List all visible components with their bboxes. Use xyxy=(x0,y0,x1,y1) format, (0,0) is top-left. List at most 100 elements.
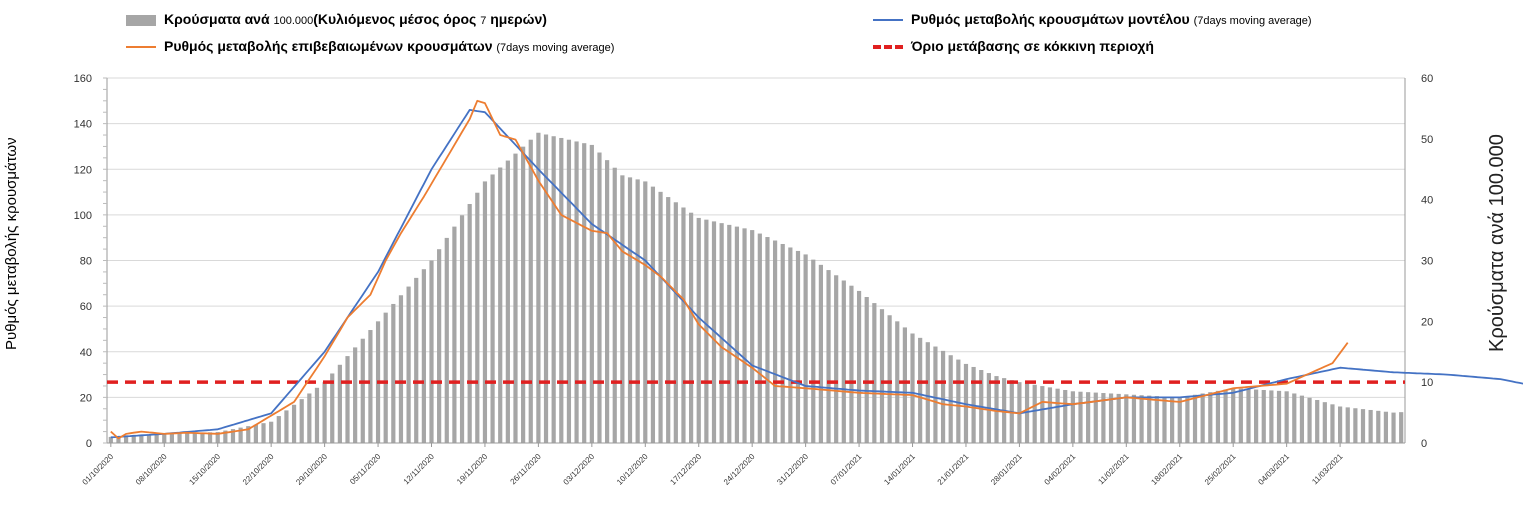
bar xyxy=(261,423,266,443)
bar xyxy=(757,233,762,443)
bar xyxy=(1024,383,1030,443)
x-tick-label: 28/01/2021 xyxy=(989,452,1024,487)
bar xyxy=(956,359,961,443)
bar xyxy=(146,434,152,443)
bar xyxy=(727,224,732,443)
legend-item-model: Ρυθμός μεταβολής κρουσμάτων μοντέλου (7d… xyxy=(873,11,1312,27)
bar xyxy=(291,404,297,443)
y-tick-left: 20 xyxy=(80,392,92,404)
bar xyxy=(1315,399,1320,443)
bar xyxy=(856,290,862,443)
y-tick-left: 160 xyxy=(74,73,92,85)
bar xyxy=(788,247,793,443)
bar xyxy=(1391,412,1396,443)
legend-label-confirmed: Ρυθμός μεταβολής επιβεβαιωμένων κρουσμάτ… xyxy=(164,38,493,54)
bar xyxy=(475,192,480,443)
y-tick-left: 40 xyxy=(80,347,92,359)
bar xyxy=(108,436,113,443)
bar xyxy=(253,424,258,443)
bar xyxy=(1086,392,1091,443)
y-tick-right: 20 xyxy=(1421,316,1433,328)
bar xyxy=(879,309,885,443)
x-tick-label: 17/12/2020 xyxy=(668,452,703,487)
bar xyxy=(528,139,533,443)
y-tick-right: 30 xyxy=(1421,256,1433,268)
bar xyxy=(620,175,625,444)
bar xyxy=(750,230,755,443)
bar xyxy=(1185,396,1190,443)
bar xyxy=(597,152,602,444)
bar xyxy=(123,436,129,443)
bar xyxy=(1078,391,1083,443)
bar xyxy=(1338,406,1343,443)
series-confirmed-line xyxy=(110,99,1349,440)
bar xyxy=(1108,393,1114,443)
x-tick-label: 10/12/2020 xyxy=(615,452,650,487)
bar xyxy=(368,330,373,443)
bar xyxy=(1170,396,1175,443)
bar xyxy=(1200,393,1205,443)
legend-item-confirmed: Ρυθμός μεταβολής επιβεβαιωμένων κρουσμάτ… xyxy=(126,38,614,54)
legend-label-bars-days: 7 xyxy=(480,15,487,27)
bar xyxy=(1254,389,1259,443)
bar xyxy=(918,337,923,443)
bar xyxy=(521,146,526,443)
bar xyxy=(841,280,846,443)
bar xyxy=(658,191,663,443)
bar xyxy=(116,436,121,443)
bar xyxy=(551,136,556,443)
legend-label-model: Ρυθμός μεταβολής κρουσμάτων μοντέλου xyxy=(911,11,1190,27)
bar xyxy=(895,321,900,443)
bar xyxy=(635,179,640,443)
bar xyxy=(1383,411,1389,443)
bar xyxy=(605,160,610,443)
bar xyxy=(337,364,342,443)
bar xyxy=(589,144,594,443)
x-tick-label: 07/01/2021 xyxy=(829,452,864,487)
bar xyxy=(643,181,648,443)
bar xyxy=(192,432,197,443)
bar xyxy=(765,237,770,443)
bar xyxy=(215,432,220,443)
bar xyxy=(536,132,541,443)
bar xyxy=(1032,384,1037,443)
legend-label-bars-days-word: ημερών xyxy=(490,11,543,27)
bar xyxy=(276,416,281,443)
bar xyxy=(543,134,549,443)
bar xyxy=(864,297,869,443)
bar xyxy=(696,217,701,443)
bar xyxy=(582,143,587,443)
bar xyxy=(1131,394,1137,443)
x-tick-label: 24/12/2020 xyxy=(722,452,757,487)
x-tick-label: 11/02/2021 xyxy=(1096,452,1131,487)
y-tick-right: 0 xyxy=(1421,438,1427,450)
bar xyxy=(689,212,694,443)
bar xyxy=(1093,392,1098,443)
x-tick-label: 12/11/2020 xyxy=(402,452,437,487)
bar xyxy=(1147,395,1152,443)
legend-item-threshold: Όριο μετάβασης σε κόκκινη περιοχή xyxy=(873,38,1154,54)
bar xyxy=(360,338,365,443)
bar xyxy=(1055,388,1060,443)
bar xyxy=(1139,395,1144,443)
bar xyxy=(307,393,312,443)
bar xyxy=(1246,389,1251,443)
bar xyxy=(559,137,564,443)
bar xyxy=(383,312,388,443)
bar xyxy=(1399,412,1404,443)
bar xyxy=(353,347,358,443)
bar xyxy=(284,410,289,443)
legend-label-bars-avg: (Κυλιόμενος μέσος όρος xyxy=(313,11,477,27)
bar xyxy=(948,355,953,443)
bar xyxy=(612,167,617,443)
bar xyxy=(566,139,572,443)
bar xyxy=(902,327,907,443)
bar xyxy=(154,434,159,443)
bar xyxy=(1047,387,1053,443)
bar xyxy=(490,174,495,443)
bar xyxy=(200,432,205,443)
bar xyxy=(238,427,243,443)
y-tick-right: 40 xyxy=(1421,195,1433,207)
x-tick-label: 08/10/2020 xyxy=(134,452,169,487)
bar xyxy=(1208,392,1213,443)
